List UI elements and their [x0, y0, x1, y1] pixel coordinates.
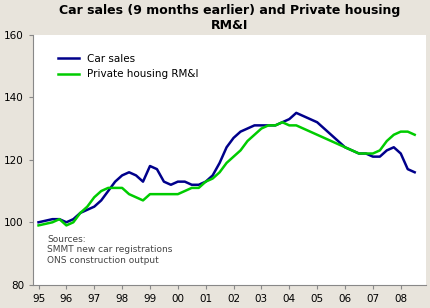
Private housing RM&I — [377, 148, 382, 152]
Title: Car sales (9 months earlier) and Private housing
RM&I: Car sales (9 months earlier) and Private… — [59, 4, 400, 32]
Private housing RM&I — [36, 224, 41, 227]
Car sales — [36, 221, 41, 224]
Car sales — [412, 170, 417, 174]
Car sales — [294, 111, 299, 115]
Private housing RM&I — [78, 211, 83, 215]
Private housing RM&I — [175, 192, 181, 196]
Private housing RM&I — [280, 120, 285, 124]
Private housing RM&I — [126, 192, 132, 196]
Private housing RM&I — [405, 130, 410, 133]
Car sales — [106, 189, 111, 193]
Car sales — [78, 211, 83, 215]
Car sales — [377, 155, 382, 159]
Private housing RM&I — [106, 186, 111, 190]
Line: Private housing RM&I: Private housing RM&I — [39, 122, 415, 225]
Line: Car sales: Car sales — [39, 113, 415, 222]
Car sales — [175, 180, 181, 184]
Car sales — [126, 170, 132, 174]
Legend: Car sales, Private housing RM&I: Car sales, Private housing RM&I — [54, 50, 203, 83]
Private housing RM&I — [412, 133, 417, 137]
Car sales — [405, 167, 410, 171]
Text: Sources:
SMMT new car registrations
ONS construction output: Sources: SMMT new car registrations ONS … — [47, 235, 172, 265]
